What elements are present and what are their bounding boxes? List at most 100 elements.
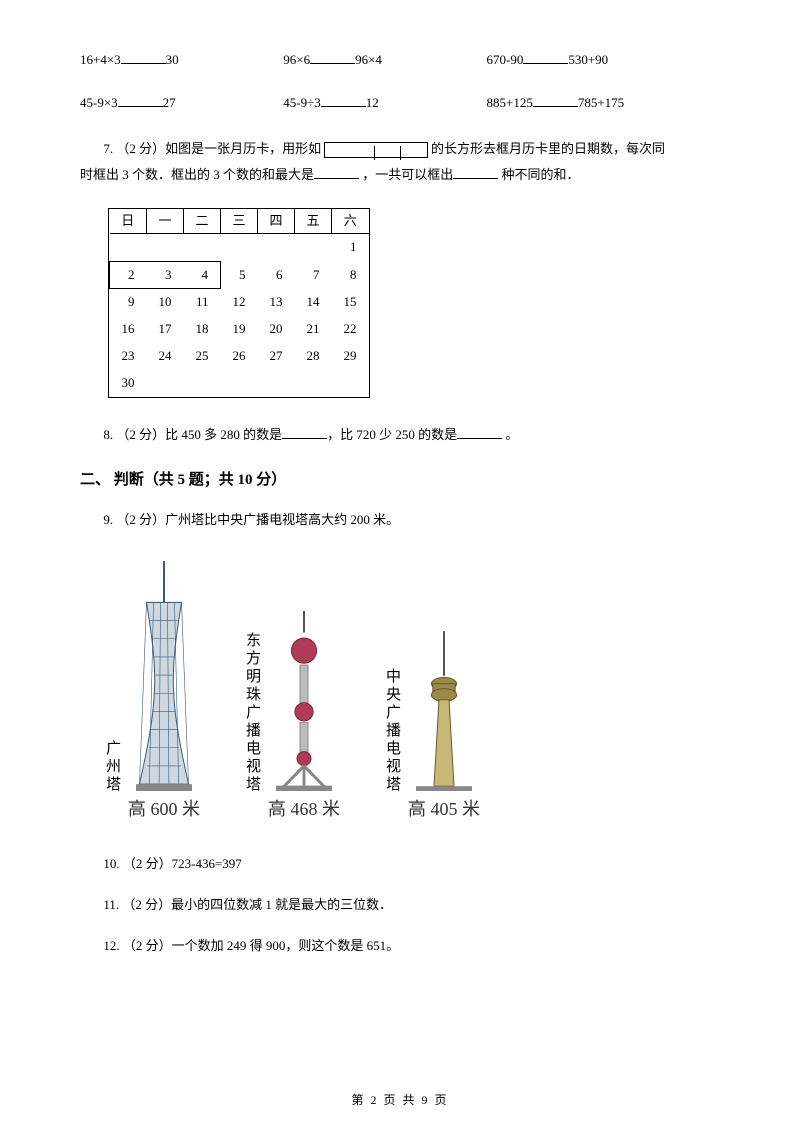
expr-cell: 885+125 785+175	[487, 93, 687, 114]
towers-figure: 广州塔 高 600 米东方明珠广播电视塔 高 468 米中央广播电视塔	[100, 561, 700, 824]
expr-right: 530+90	[568, 52, 608, 67]
calendar-cell: 8	[332, 261, 369, 289]
tower-icon	[269, 611, 339, 791]
calendar-cell: 13	[258, 289, 295, 316]
calendar-cell: 7	[295, 261, 332, 289]
calendar-cell: 23	[110, 343, 147, 370]
calendar-cell	[110, 234, 147, 261]
calendar-cell: 29	[332, 343, 369, 370]
blank	[118, 93, 163, 107]
question-7: 7. （2 分）如图是一张月历卡，用形如 的长方形去框月历卡里的日期数，每次同 …	[80, 136, 720, 188]
calendar-row: 9101112131415	[110, 289, 369, 316]
cal-head-cell: 五	[295, 209, 332, 234]
q7-line2b: ，一共可以框出	[359, 167, 453, 182]
expr-cell: 45-9÷3 12	[283, 93, 483, 114]
blank	[457, 425, 502, 439]
tower-block: 中央广播电视塔 高 405 米	[380, 631, 480, 824]
calendar-row: 23242526272829	[110, 343, 369, 370]
expr-left: 96×6	[283, 52, 310, 67]
calendar-row: 1	[110, 234, 369, 261]
expr-left: 885+125	[487, 95, 533, 110]
calendar-cell: 20	[258, 316, 295, 343]
expr-right: 785+175	[578, 95, 624, 110]
calendar-cell: 2	[110, 261, 147, 289]
tower-caption: 高 468 米	[268, 795, 340, 824]
cal-head-cell: 日	[110, 209, 147, 234]
calendar-cell: 4	[184, 261, 221, 289]
calendar-cell	[258, 234, 295, 261]
calendar-cell: 19	[221, 316, 258, 343]
calendar-cell: 30	[110, 370, 147, 397]
blank	[523, 50, 568, 64]
calendar-cell: 6	[258, 261, 295, 289]
calendar-cell	[258, 370, 295, 397]
calendar-cell: 1	[332, 234, 369, 261]
tower-label: 东方明珠广播电视塔	[240, 632, 264, 794]
q7-line2a: 时框出 3 个数．框出的 3 个数的和最大是	[80, 167, 314, 182]
section-2-title: 二、 判断（共 5 题；共 10 分）	[80, 468, 720, 492]
expr-cell: 670-90 530+90	[487, 50, 687, 71]
calendar-cell: 10	[147, 289, 184, 316]
blank	[321, 93, 366, 107]
calendar-cell	[184, 370, 221, 397]
calendar-cell: 16	[110, 316, 147, 343]
page-footer: 第 2 页 共 9 页	[0, 1091, 800, 1110]
tower-label: 中央广播电视塔	[380, 668, 404, 794]
frame-shape-icon	[324, 142, 427, 158]
expr-right: 27	[163, 95, 176, 110]
blank	[453, 165, 498, 179]
q7-mid: 的长方形去框月历卡里的日期数，每次同	[431, 141, 665, 156]
calendar-cell: 26	[221, 343, 258, 370]
blank	[310, 50, 355, 64]
tower-block: 广州塔 高 600 米	[100, 561, 200, 824]
question-8: 8. （2 分）比 450 多 280 的数是，比 720 少 250 的数是 …	[80, 422, 720, 448]
calendar-cell	[221, 370, 258, 397]
q8-a: 8. （2 分）比 450 多 280 的数是	[103, 427, 282, 442]
calendar-cell: 15	[332, 289, 369, 316]
calendar-cell	[147, 370, 184, 397]
cal-head-cell: 二	[184, 209, 221, 234]
question-10: 10. （2 分）723-436=397	[80, 854, 720, 875]
calendar-cell	[147, 234, 184, 261]
expr-cell: 45-9×3 27	[80, 93, 280, 114]
calendar-row: 30	[110, 370, 369, 397]
calendar-cell: 22	[332, 316, 369, 343]
expr-cell: 96×6 96×4	[283, 50, 483, 71]
question-9: 9. （2 分）广州塔比中央广播电视塔高大约 200 米。	[80, 510, 720, 531]
q8-b: ，比 720 少 250 的数是	[327, 427, 457, 442]
calendar-cell: 12	[221, 289, 258, 316]
expr-row-1: 16+4×330 96×6 96×4 670-90 530+90	[80, 50, 720, 71]
tower-icon	[129, 561, 199, 791]
calendar-cell: 5	[221, 261, 258, 289]
tower-caption: 高 405 米	[408, 795, 480, 824]
expr-left: 670-90	[487, 52, 524, 67]
expr-right: 96×4	[355, 52, 382, 67]
cal-head-cell: 三	[221, 209, 258, 234]
calendar-cell	[295, 370, 332, 397]
calendar-row: 16171819202122	[110, 316, 369, 343]
q7-prefix: 7. （2 分）如图是一张月历卡，用形如	[103, 141, 321, 156]
tower-block: 东方明珠广播电视塔 高 468 米	[240, 611, 340, 824]
calendar: 日 一 二 三 四 五 六 12345678910111213141516171…	[108, 208, 370, 398]
expr-left: 16+4×3	[80, 52, 121, 67]
expr-right: 12	[366, 95, 379, 110]
calendar-cell: 3	[147, 261, 184, 289]
calendar-cell: 14	[295, 289, 332, 316]
cal-head-cell: 四	[258, 209, 295, 234]
blank	[121, 50, 166, 64]
tower-label: 广州塔	[100, 740, 124, 794]
calendar-cell	[184, 234, 221, 261]
expr-left: 45-9÷3	[283, 95, 320, 110]
question-11: 11. （2 分）最小的四位数减 1 就是最大的三位数．	[80, 895, 720, 916]
cal-head-cell: 一	[147, 209, 184, 234]
blank	[314, 165, 359, 179]
expr-left: 45-9×3	[80, 95, 118, 110]
expr-cell: 16+4×330	[80, 50, 280, 71]
calendar-cell: 25	[184, 343, 221, 370]
calendar-cell	[221, 234, 258, 261]
calendar-cell	[332, 370, 369, 397]
tower-caption: 高 600 米	[128, 795, 200, 824]
calendar-cell: 11	[184, 289, 221, 316]
calendar-cell: 18	[184, 316, 221, 343]
question-12: 12. （2 分）一个数加 249 得 900，则这个数是 651。	[80, 936, 720, 957]
